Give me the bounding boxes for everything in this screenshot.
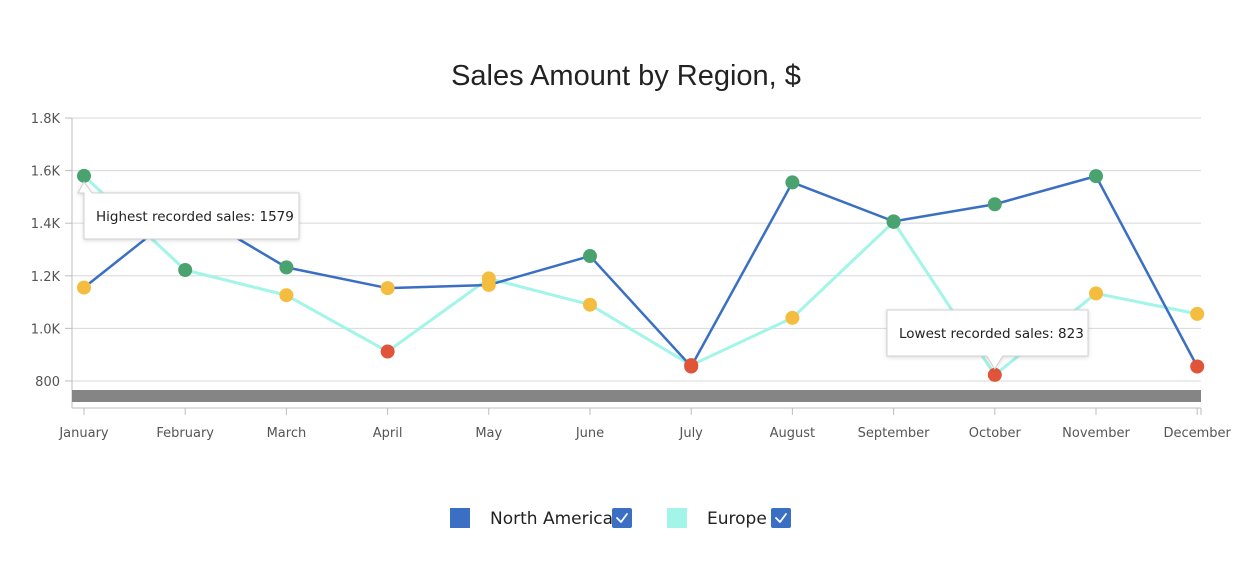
data-point[interactable] (380, 281, 395, 296)
legend-label: North America (490, 509, 613, 529)
checkbox-box[interactable] (771, 508, 791, 528)
legend-label: Europe (707, 509, 767, 529)
data-point[interactable] (1089, 169, 1103, 184)
data-point[interactable] (481, 277, 496, 292)
x-tick-label: December (1163, 426, 1231, 441)
data-point[interactable] (178, 262, 193, 277)
y-tick-label: 1.4K (31, 217, 61, 232)
legend-item-north-america[interactable]: North America (450, 508, 632, 529)
data-point[interactable] (1190, 359, 1205, 374)
legend-checkbox[interactable] (612, 508, 632, 528)
y-tick-label: 1.2K (31, 270, 61, 285)
x-tick-label: May (475, 426, 502, 441)
data-point[interactable] (987, 367, 1002, 382)
x-tick-label: February (156, 426, 214, 441)
x-tick-label: August (770, 426, 816, 441)
y-tick-label: 1.8K (31, 112, 61, 127)
data-point[interactable] (1190, 306, 1205, 321)
x-tick-label: June (575, 426, 604, 441)
data-point[interactable] (886, 214, 901, 229)
x-tick-label: January (58, 426, 109, 441)
annotation-text: Highest recorded sales: 1579 (96, 209, 294, 225)
data-point[interactable] (583, 249, 597, 264)
x-axis: January February March April May June July Augu… (58, 407, 1232, 441)
data-point[interactable] (987, 197, 1002, 212)
check-icon (775, 513, 787, 523)
y-axis: 800 1.0K 1.2K 1.4K 1.6K 1.8K (31, 112, 73, 408)
y-tick-label: 1.0K (31, 322, 61, 337)
x-tick-label: July (679, 426, 704, 441)
data-point[interactable] (77, 168, 91, 183)
data-point[interactable] (380, 344, 395, 359)
data-point[interactable] (279, 288, 294, 303)
x-tick-label: April (373, 426, 403, 441)
legend-swatch (667, 508, 687, 528)
data-point[interactable] (684, 359, 699, 374)
data-point[interactable] (785, 310, 800, 325)
annotation-callout: Highest recorded sales: 1579 (77, 180, 300, 240)
y-tick-label: 800 (35, 375, 60, 390)
legend-checkbox[interactable] (771, 508, 791, 528)
data-point[interactable] (77, 280, 91, 295)
check-icon (616, 513, 628, 523)
data-point[interactable] (785, 175, 800, 190)
chart-title: Sales Amount by Region, $ (451, 60, 801, 92)
legend-item-europe[interactable]: Europe (667, 508, 791, 529)
x-tick-label: November (1062, 426, 1130, 441)
annotation-callout: Lowest recorded sales: 823 (886, 309, 1089, 370)
annotation-box (886, 309, 1089, 370)
y-tick-label: 1.6K (31, 165, 61, 180)
series-lines (82, 174, 1199, 377)
data-point[interactable] (279, 260, 294, 275)
series-line-europe (82, 174, 1198, 377)
annotations: Highest recorded sales: 1579 Lowest recor… (77, 180, 1089, 370)
checkbox-box[interactable] (612, 508, 632, 528)
series-line-north-america (83, 174, 1199, 368)
legend-swatch (450, 508, 470, 528)
zoom-scrollbar[interactable] (72, 390, 1201, 402)
annotation-text: Lowest recorded sales: 823 (899, 326, 1084, 342)
legend: North America Europe (450, 508, 791, 529)
x-tick-label: October (969, 426, 1022, 441)
x-tick-label: September (858, 426, 931, 441)
x-tick-label: March (267, 426, 307, 441)
data-point[interactable] (1089, 286, 1103, 301)
data-point[interactable] (583, 297, 597, 312)
annotation-box (77, 180, 300, 240)
